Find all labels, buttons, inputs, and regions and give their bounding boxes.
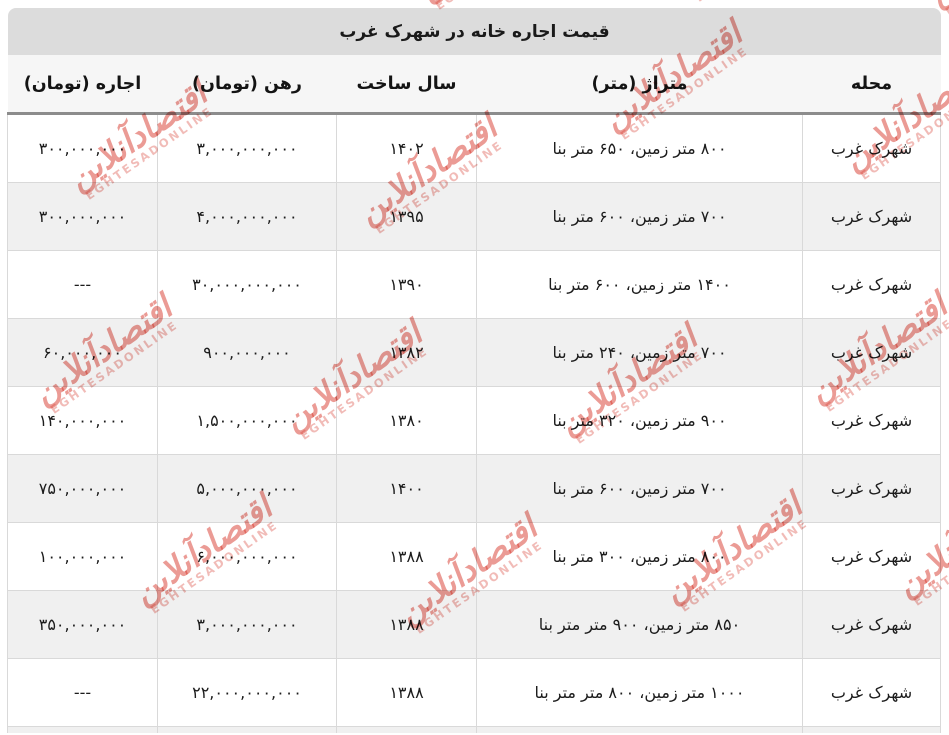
cell-area: ۸۰۰ متر زمین، ۶۵۰ متر بنا <box>476 113 803 183</box>
column-header-year: سال ساخت <box>336 55 477 115</box>
cell-deposit: ۱,۵۰۰,۰۰۰,۰۰۰ <box>157 386 337 455</box>
cell-deposit: ۲۲,۰۰۰,۰۰۰,۰۰۰ <box>157 658 337 727</box>
cell-year: ۱۴۰۲ <box>336 113 477 183</box>
table-header: محله متراژ (متر) سال ساخت رهن (تومان) اجاره … <box>7 55 941 115</box>
table-row: شهرک غرب ۸۵۰ متر زمین، ۹۰۰ متر متر بنا ۱۳۸… <box>7 590 941 659</box>
rent-table-container: قیمت اجاره خانه در شهرک غرب محله متراژ (م… <box>7 8 941 733</box>
cell-deposit: ۴,۰۰۰,۰۰۰,۰۰۰ <box>157 182 337 251</box>
cell-neighborhood: شهرک غرب <box>802 318 941 387</box>
table-row: شهرک غرب ۱۰۰۰ متر زمین، ۸۰۰ متر متر بنا ۱۳… <box>7 658 941 727</box>
table-body: شهرک غرب ۸۰۰ متر زمین، ۶۵۰ متر بنا ۱۴۰۲ ۳,۰… <box>7 113 941 733</box>
cell-area: ۷۰۰ متر زمین، ۲۴۰ متر بنا <box>476 318 803 387</box>
cell-rent: ۳۰۰,۰۰۰,۰۰۰ <box>7 113 158 183</box>
cell-deposit: ۳۰,۰۰۰,۰۰۰,۰۰۰ <box>157 250 337 319</box>
cell-neighborhood: شهرک غرب <box>802 454 941 523</box>
cell-area: ۱۰۰۰ متر زمین، ۸۰۰ متر متر بنا <box>476 658 803 727</box>
table-row: شهرک غرب ۸۰۰ متر زمین، ۶۵۰ متر بنا ۱۴۰۲ ۳,۰… <box>7 113 941 183</box>
cell-year: ۱۳۹۵ <box>336 182 477 251</box>
column-header-deposit: رهن (تومان) <box>157 55 337 115</box>
cell-empty <box>336 726 477 733</box>
cell-rent: ۱۴۰,۰۰۰,۰۰۰ <box>7 386 158 455</box>
cell-year: ۱۳۸۸ <box>336 658 477 727</box>
cell-empty <box>802 726 941 733</box>
cell-area: ۸۵۰ متر زمین، ۹۰۰ متر متر بنا <box>476 590 803 659</box>
cell-rent: ۱۰۰,۰۰۰,۰۰۰ <box>7 522 158 591</box>
cell-empty <box>7 726 158 733</box>
cell-rent: ۳۵۰,۰۰۰,۰۰۰ <box>7 590 158 659</box>
cell-area: ۷۰۰ متر زمین، ۶۰۰ متر بنا <box>476 454 803 523</box>
table-row: شهرک غرب ۷۰۰ متر زمین، ۶۰۰ متر بنا ۱۳۹۵ ۴,۰… <box>7 182 941 251</box>
cell-neighborhood: شهرک غرب <box>802 113 941 183</box>
cell-area: ۷۰۰ متر زمین، ۶۰۰ متر بنا <box>476 182 803 251</box>
table-title: قیمت اجاره خانه در شهرک غرب <box>339 21 610 42</box>
cell-rent: ۳۰۰,۰۰۰,۰۰۰ <box>7 182 158 251</box>
cell-neighborhood: شهرک غرب <box>802 386 941 455</box>
cell-deposit: ۶,۰۰۰,۰۰۰,۰۰۰ <box>157 522 337 591</box>
cell-deposit: ۳,۰۰۰,۰۰۰,۰۰۰ <box>157 590 337 659</box>
table-title-bar: قیمت اجاره خانه در شهرک غرب <box>8 8 941 55</box>
cell-area: ۹۰۰ متر زمین، ۳۲۰ متر بنا <box>476 386 803 455</box>
cell-rent: --- <box>7 658 158 727</box>
cell-deposit: ۳,۰۰۰,۰۰۰,۰۰۰ <box>157 113 337 183</box>
cell-deposit: ۵,۰۰۰,۰۰۰,۰۰۰ <box>157 454 337 523</box>
table-row: شهرک غرب ۸۰۰ متر زمین، ۳۰۰ متر بنا ۱۳۸۸ ۶,۰… <box>7 522 941 591</box>
cell-empty <box>476 726 803 733</box>
column-header-neighborhood: محله <box>802 55 941 115</box>
column-header-area: متراژ (متر) <box>476 55 803 115</box>
cell-empty <box>157 726 337 733</box>
cell-deposit: ۹۰۰,۰۰۰,۰۰۰ <box>157 318 337 387</box>
partial-row <box>7 726 941 733</box>
column-header-rent: اجاره (تومان) <box>7 55 158 115</box>
rent-table: محله متراژ (متر) سال ساخت رهن (تومان) اجاره … <box>7 55 941 733</box>
cell-neighborhood: شهرک غرب <box>802 590 941 659</box>
cell-neighborhood: شهرک غرب <box>802 182 941 251</box>
table-row: شهرک غرب ۷۰۰ متر زمین، ۶۰۰ متر بنا ۱۴۰۰ ۵,۰… <box>7 454 941 523</box>
cell-year: ۱۳۸۸ <box>336 522 477 591</box>
cell-neighborhood: شهرک غرب <box>802 250 941 319</box>
cell-rent: --- <box>7 250 158 319</box>
cell-year: ۱۳۸۲ <box>336 318 477 387</box>
table-row: شهرک غرب ۱۴۰۰ متر زمین، ۶۰۰ متر بنا ۱۳۹۰ ۳۰… <box>7 250 941 319</box>
table-row: شهرک غرب ۹۰۰ متر زمین، ۳۲۰ متر بنا ۱۳۸۰ ۱,۵… <box>7 386 941 455</box>
cell-year: ۱۳۹۰ <box>336 250 477 319</box>
cell-year: ۱۳۸۸ <box>336 590 477 659</box>
cell-year: ۱۴۰۰ <box>336 454 477 523</box>
table-row: شهرک غرب ۷۰۰ متر زمین، ۲۴۰ متر بنا ۱۳۸۲ ۹۰۰… <box>7 318 941 387</box>
cell-neighborhood: شهرک غرب <box>802 658 941 727</box>
cell-rent: ۶۰,۰۰۰,۰۰۰ <box>7 318 158 387</box>
cell-area: ۸۰۰ متر زمین، ۳۰۰ متر بنا <box>476 522 803 591</box>
header-row: محله متراژ (متر) سال ساخت رهن (تومان) اجاره … <box>7 55 941 115</box>
cell-year: ۱۳۸۰ <box>336 386 477 455</box>
cell-neighborhood: شهرک غرب <box>802 522 941 591</box>
cell-area: ۱۴۰۰ متر زمین، ۶۰۰ متر بنا <box>476 250 803 319</box>
cell-rent: ۷۵۰,۰۰۰,۰۰۰ <box>7 454 158 523</box>
